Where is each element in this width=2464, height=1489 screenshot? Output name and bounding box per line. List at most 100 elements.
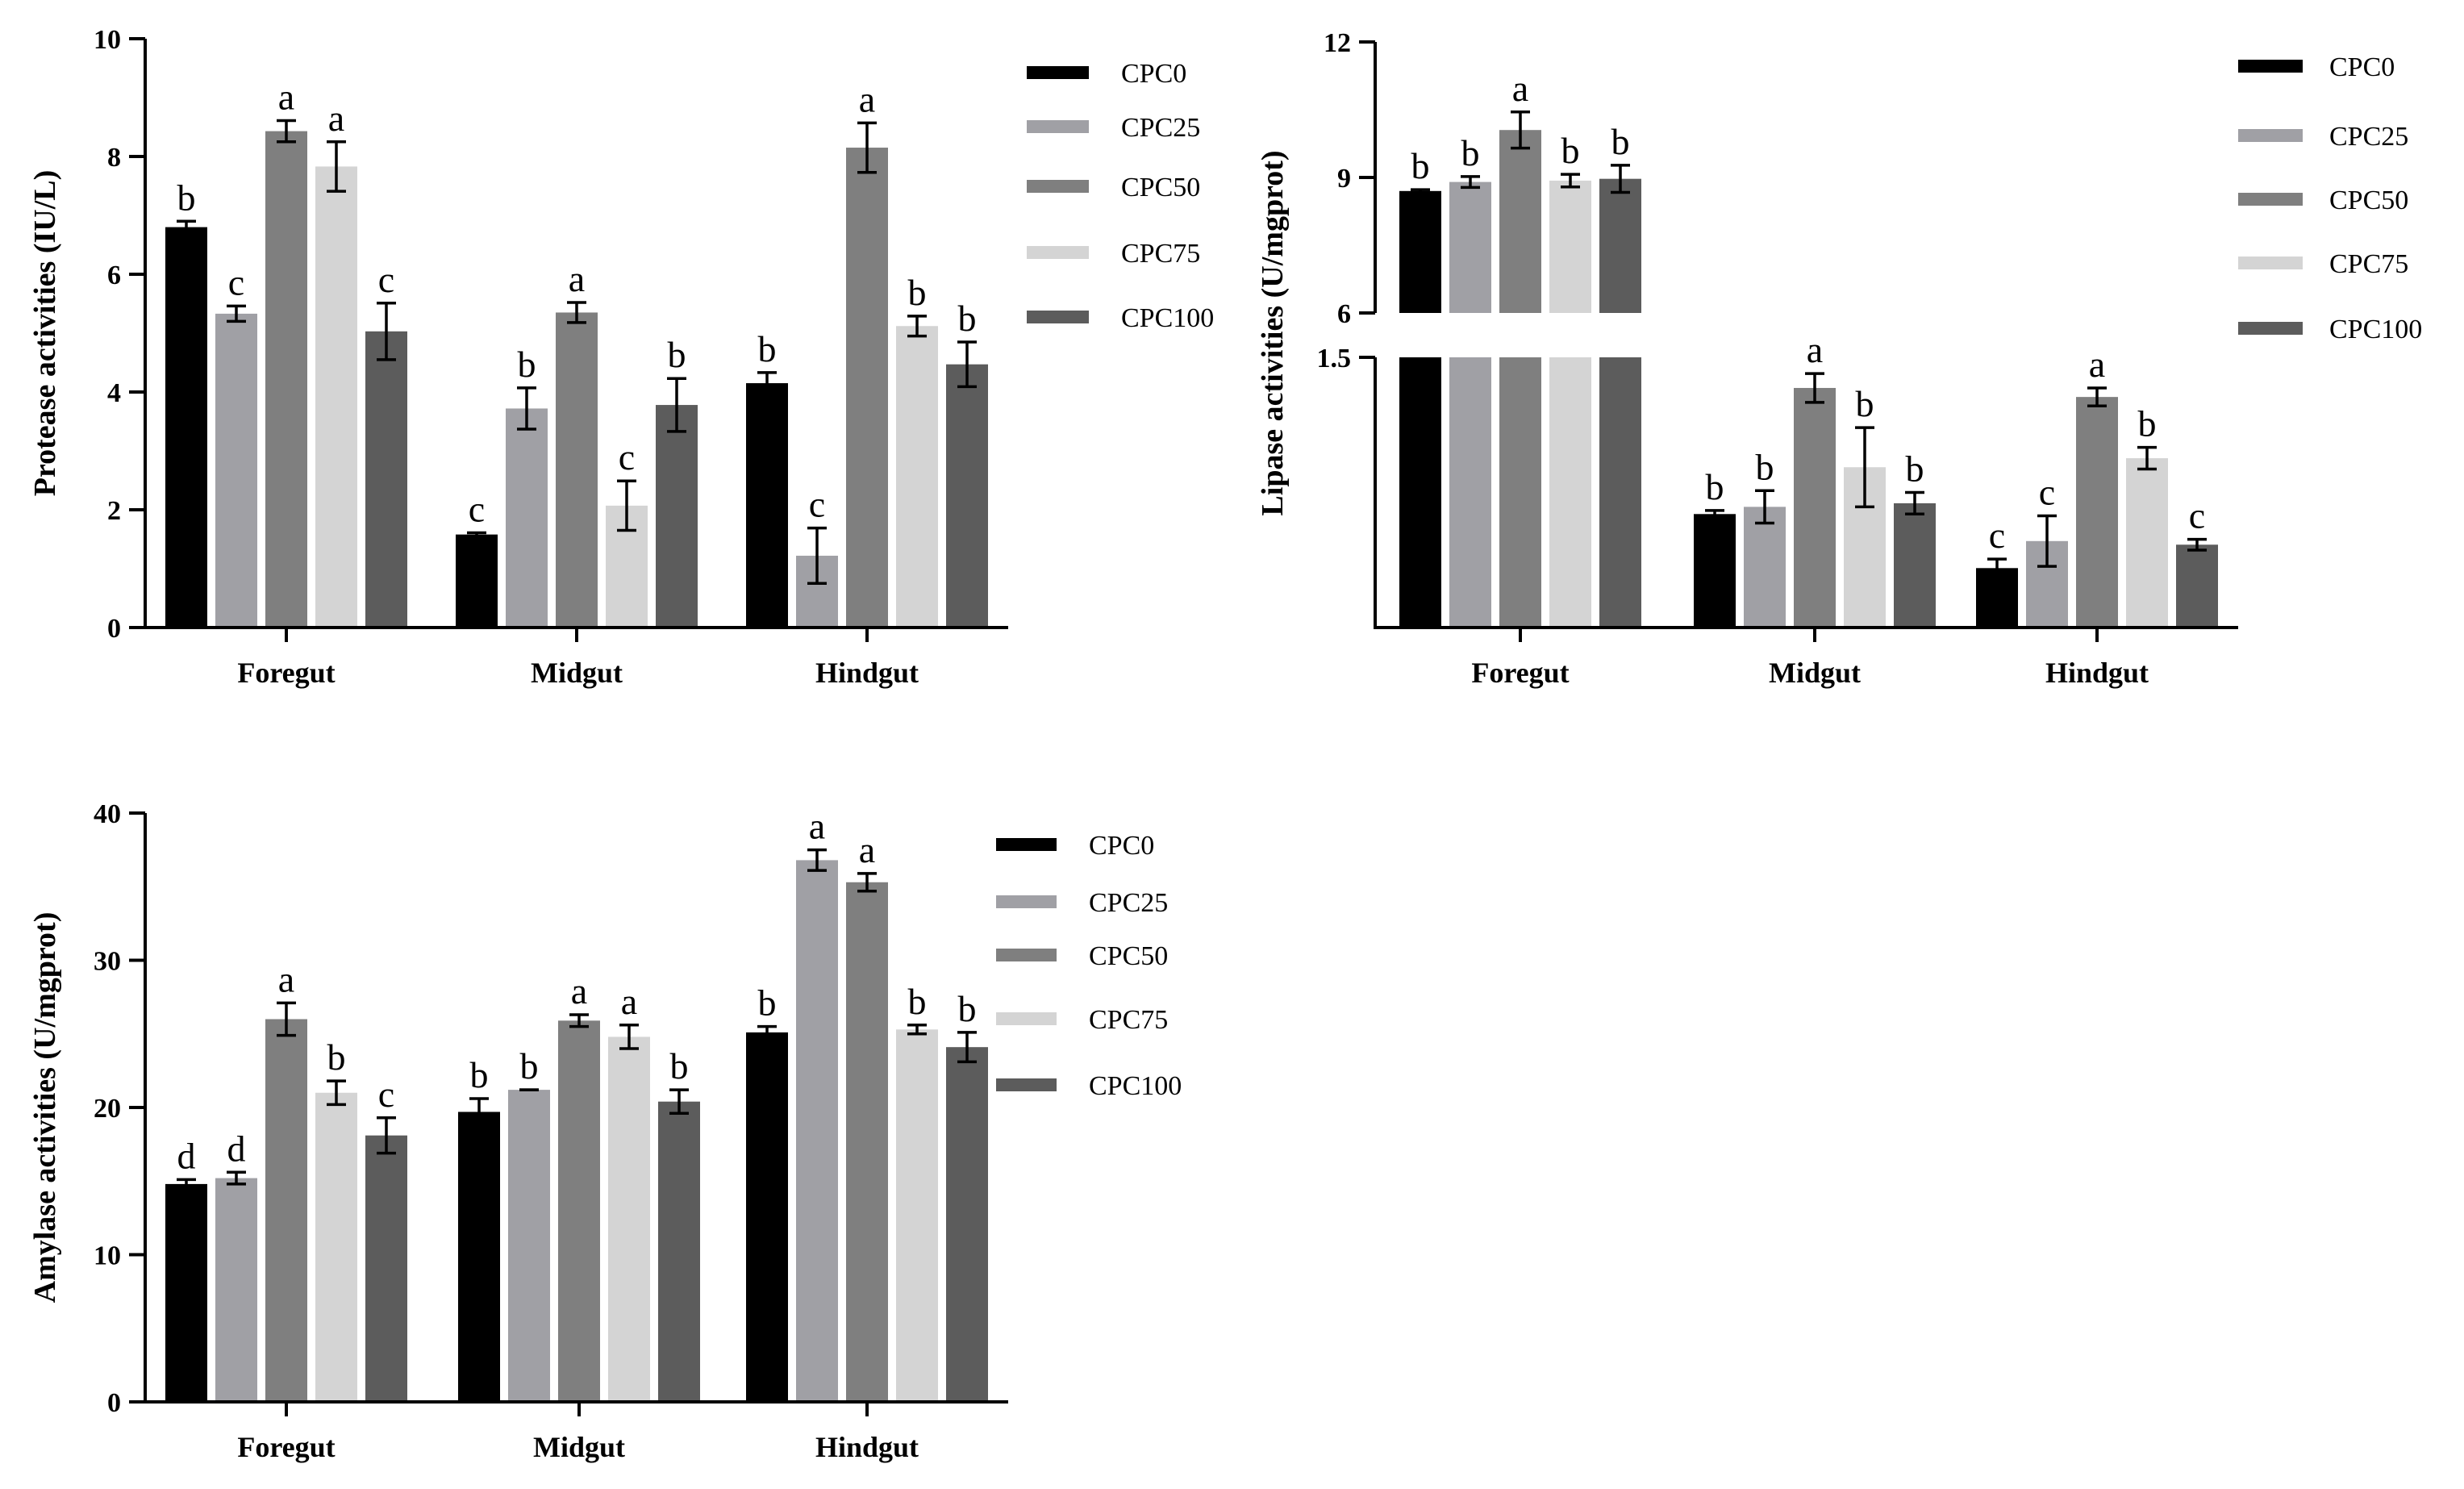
significance-label: a [571, 970, 587, 1011]
significance-label: b [1756, 446, 1774, 487]
error-bar-CPC100-Foregut [377, 302, 396, 361]
error-bar-CPC25-Foregut [227, 304, 246, 323]
legend-label-CPC0: CPC0 [2329, 52, 2395, 82]
significance-label: b [1411, 145, 1430, 186]
bar-CPC25-Midgut [508, 1090, 550, 1402]
y-tick-label: 4 [107, 378, 121, 408]
bar-CPC50-Hindgut [846, 148, 888, 628]
y-tick-label: 0 [107, 1388, 121, 1418]
significance-label: d [177, 1135, 196, 1176]
significance-label: d [227, 1128, 246, 1169]
error-bar-CPC75-Hindgut [907, 315, 927, 338]
legend-label-CPC25: CPC25 [1121, 113, 1200, 143]
error-bar-CPC50-Foregut [277, 119, 296, 144]
bar-CPC100-Midgut [1894, 503, 1936, 628]
y-axis-title: Amylase activities (U/mgprot) [28, 912, 62, 1303]
error-bar-CPC50-Hindgut [2087, 386, 2107, 408]
significance-label: a [569, 258, 585, 299]
error-bar-CPC25-Midgut [517, 386, 536, 431]
y-axis-title: Protease activities (IU/L) [28, 170, 62, 497]
error-bar-CPC25-Midgut [1755, 489, 1774, 525]
x-category-label: Hindgut [2045, 657, 2149, 689]
bar-CPC75-Foregut [315, 166, 357, 628]
error-bar-CPC0-Midgut [469, 1097, 489, 1127]
significance-label: b [908, 272, 927, 313]
significance-label: c [1989, 515, 2005, 556]
significance-label: c [469, 488, 485, 529]
significance-label: b [1906, 448, 1924, 490]
error-bar-CPC75-Foregut [327, 140, 346, 193]
error-bar-CPC75-Foregut [327, 1079, 346, 1107]
significance-label: b [518, 344, 536, 385]
error-bar-CPC0-Midgut [1705, 509, 1724, 519]
y-tick-label: 6 [107, 261, 121, 290]
y-tick-label: 10 [94, 1241, 121, 1271]
legend-label-CPC0: CPC0 [1089, 831, 1154, 861]
bar-CPC75-Foregut [1549, 180, 1591, 313]
bar-CPC50-Foregut-lower [1499, 357, 1541, 628]
error-bar-CPC0-Hindgut [1987, 557, 2007, 579]
significance-label: b [758, 328, 777, 369]
error-bar-CPC50-Foregut [277, 1001, 296, 1037]
significance-label: b [327, 1036, 346, 1078]
bar-CPC75-Foregut [315, 1092, 357, 1402]
y-tick-label: 2 [107, 496, 121, 526]
x-category-label: Foregut [1471, 657, 1569, 689]
error-bar-CPC50-Hindgut [857, 121, 877, 174]
bar-CPC50-Hindgut [2076, 397, 2118, 628]
bar-CPC25-Foregut-lower [1449, 357, 1491, 628]
error-bar-CPC50-Midgut [1805, 372, 1824, 404]
x-category-label: Foregut [237, 657, 335, 689]
bar-CPC100-Foregut [1599, 178, 1641, 313]
bar-CPC0-Midgut [456, 534, 498, 628]
significance-label: b [1856, 383, 1874, 424]
significance-label: c [378, 259, 394, 300]
error-bar-CPC100-Foregut [1611, 164, 1630, 194]
bar-CPC50-Hindgut [846, 882, 888, 1402]
bar-CPC50-Midgut [1794, 387, 1836, 628]
error-bar-CPC100-Hindgut [957, 1031, 977, 1064]
bar-CPC0-Foregut [165, 227, 207, 628]
y-tick-label: 30 [94, 947, 121, 977]
error-bar-CPC25-Hindgut [807, 526, 827, 585]
significance-label: c [809, 484, 825, 525]
bar-CPC25-Midgut [1744, 507, 1786, 628]
y-tick-label: 20 [94, 1094, 121, 1124]
legend-label-CPC50: CPC50 [1121, 173, 1200, 202]
legend: CPC0 CPC25 CPC50 CPC75 CPC100 [1027, 59, 1214, 333]
bar-CPC75-Hindgut [2126, 458, 2168, 628]
error-bar-CPC25-Foregut [1461, 175, 1480, 190]
bar-CPC0-Midgut [1694, 514, 1736, 628]
bar-CPC50-Midgut [558, 1020, 600, 1402]
significance-label: c [228, 261, 244, 302]
x-category-label: Foregut [237, 1431, 335, 1463]
significance-label: c [619, 436, 635, 478]
significance-label: a [278, 76, 294, 117]
error-bar-CPC25-Hindgut [2037, 514, 2057, 568]
bar-CPC100-Midgut [656, 405, 698, 628]
bar-CPC0-Foregut-lower [1399, 357, 1441, 628]
significance-label: b [668, 334, 686, 375]
x-category-label: Midgut [531, 657, 623, 689]
significance-label: b [670, 1045, 689, 1087]
y-tick-label: 12 [1324, 28, 1351, 58]
bar-CPC75-Midgut [608, 1036, 650, 1402]
error-bar-CPC75-Midgut [617, 479, 636, 532]
y-tick-label: 9 [1337, 164, 1351, 194]
error-bar-CPC0-Foregut [177, 1178, 196, 1191]
bar-CPC100-Hindgut [2176, 544, 2218, 628]
bar-CPC100-Hindgut [946, 1047, 988, 1402]
bar-CPC100-Hindgut [946, 364, 988, 628]
error-bar-CPC75-Hindgut [2137, 445, 2157, 471]
error-bar-CPC100-Hindgut [2187, 537, 2207, 552]
significance-label: a [859, 78, 875, 119]
error-bar-CPC0-Foregut [177, 219, 196, 235]
bar-CPC25-Midgut [506, 408, 548, 628]
legend-label-CPC100: CPC100 [1121, 303, 1214, 333]
bar-CPC0-Hindgut [746, 1032, 788, 1402]
significance-label: b [1706, 466, 1724, 507]
error-bar-CPC100-Midgut [669, 1088, 689, 1116]
error-bar-CPC75-Foregut [1561, 173, 1580, 189]
